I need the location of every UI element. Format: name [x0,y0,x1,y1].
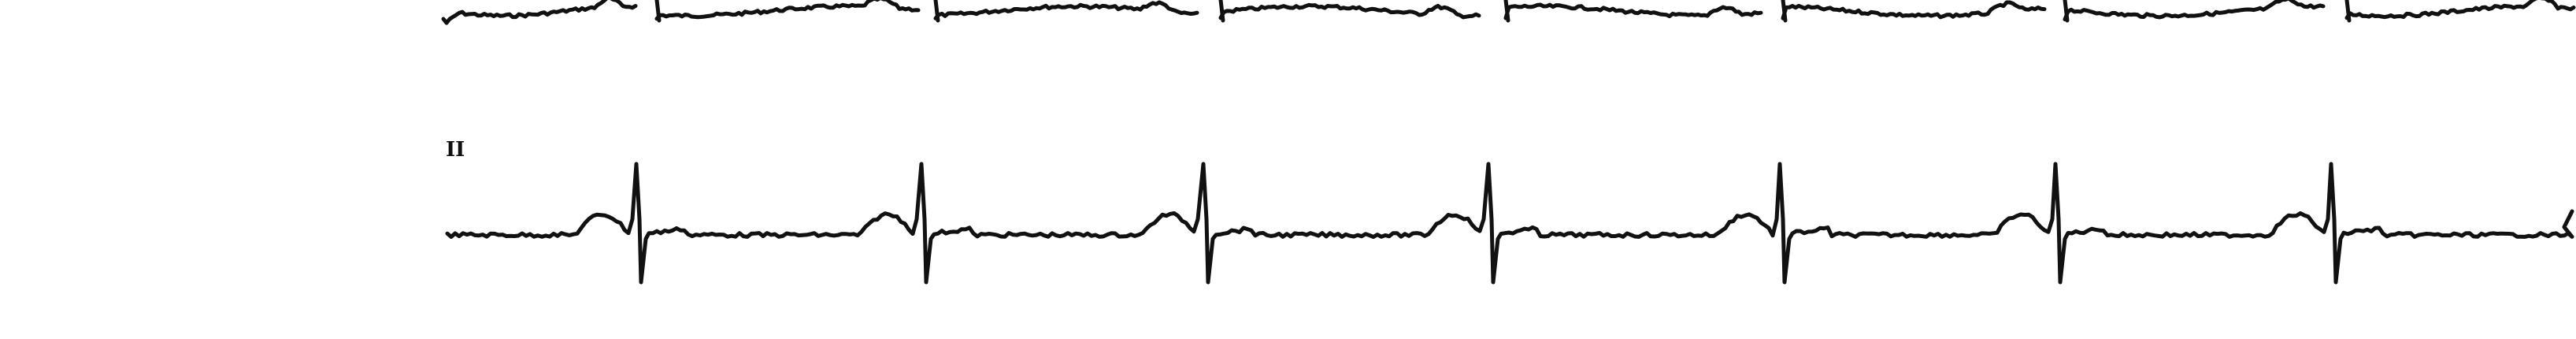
lower-lead-trace [445,162,2574,285]
upper-lead-trace [441,0,2576,25]
lower-lead-row: II [445,138,2574,285]
lead-label-ii: II [446,138,465,162]
upper-lead-row [441,0,2576,25]
